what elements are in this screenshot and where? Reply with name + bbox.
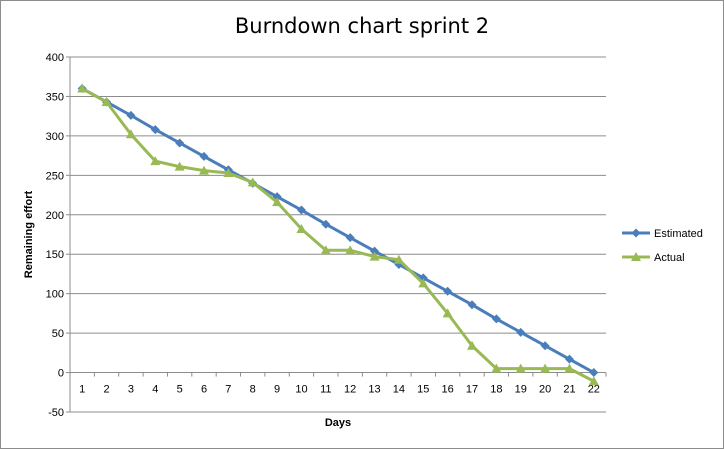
x-tick-labels: 1 2 3 4 5 6 7 8 9 10 11 12 13 14 15 16 17 18 19 20 21 22 xyxy=(79,384,600,396)
actual-point xyxy=(296,223,307,233)
estimated-point xyxy=(467,300,477,310)
gridlines xyxy=(70,56,606,413)
actual-point xyxy=(345,245,356,255)
estimated-point xyxy=(296,205,306,215)
actual-point xyxy=(77,83,88,93)
actual-point xyxy=(320,245,331,255)
estimated-point xyxy=(199,151,209,161)
y-axis-title: Remaining effort xyxy=(23,190,35,278)
estimated-point xyxy=(175,138,185,148)
estimated-point xyxy=(345,233,355,243)
actual-point xyxy=(393,254,404,264)
series-actual xyxy=(77,83,599,386)
actual-point xyxy=(564,363,575,373)
legend-marker-actual xyxy=(631,252,641,261)
y-tick-label: 200 xyxy=(46,210,64,222)
x-axis-title: Days xyxy=(325,417,351,429)
legend-label-estimated: Estimated xyxy=(654,228,703,240)
y-tick-label: 300 xyxy=(46,131,64,143)
series-group xyxy=(77,83,599,386)
x-tick-label: 1 xyxy=(79,384,85,396)
actual-point xyxy=(150,156,161,166)
y-tick-label: 150 xyxy=(46,249,64,261)
actual-point xyxy=(418,278,429,288)
actual-point xyxy=(272,197,283,207)
y-tick-label: -50 xyxy=(48,407,64,419)
x-tick-label: 4 xyxy=(152,384,158,396)
estimated-point xyxy=(443,286,453,296)
actual-point xyxy=(125,129,136,139)
line-estimated xyxy=(81,87,595,374)
x-tick-label: 5 xyxy=(177,384,183,396)
x-tick-label: 22 xyxy=(588,384,600,396)
estimated-point xyxy=(321,219,331,229)
actual-point xyxy=(491,363,502,373)
actual-point xyxy=(247,177,258,187)
y-tick-label: 0 xyxy=(58,368,64,380)
actual-point xyxy=(467,340,477,350)
x-tick-label: 7 xyxy=(225,384,231,396)
x-tick-label: 12 xyxy=(344,384,356,396)
actual-point xyxy=(540,363,551,373)
actual-point xyxy=(442,308,453,318)
x-tick-label: 9 xyxy=(274,384,280,396)
estimated-point xyxy=(589,368,599,378)
x-tick-label: 14 xyxy=(393,384,405,396)
x-tick-label: 21 xyxy=(563,384,575,396)
x-tick-label: 10 xyxy=(295,384,307,396)
y-tick-label: 350 xyxy=(46,91,64,103)
series-estimated xyxy=(77,84,599,378)
axes xyxy=(66,56,607,413)
estimated-point xyxy=(126,110,136,120)
estimated-point xyxy=(540,341,550,351)
y-tick-label: 250 xyxy=(46,170,64,182)
x-tick-label: 19 xyxy=(515,384,527,396)
actual-point xyxy=(199,165,209,175)
actual-point xyxy=(101,96,112,106)
estimated-point xyxy=(516,327,526,337)
actual-point xyxy=(515,363,526,373)
x-tick-label: 8 xyxy=(250,384,256,396)
actual-point xyxy=(588,376,599,386)
legend-marker-estimated xyxy=(631,228,641,238)
estimated-point xyxy=(564,354,574,364)
legend: Estimated Actual xyxy=(622,228,703,264)
x-tick-label: 16 xyxy=(442,384,454,396)
x-tick-label: 3 xyxy=(128,384,134,396)
line-actual xyxy=(81,87,595,383)
y-tick-label: 400 xyxy=(46,52,64,64)
y-tick-labels: -50 0 50 100 150 200 250 300 350 400 xyxy=(46,52,64,419)
x-tick-label: 18 xyxy=(490,384,502,396)
x-tick-label: 20 xyxy=(539,384,551,396)
x-tick-label: 13 xyxy=(368,384,380,396)
legend-label-actual: Actual xyxy=(654,252,685,264)
chart-title: Burndown chart sprint 2 xyxy=(234,14,490,38)
estimated-point xyxy=(370,246,380,256)
estimated-point xyxy=(150,125,160,135)
estimated-point xyxy=(491,314,501,324)
actual-point xyxy=(369,251,380,261)
x-tick-label: 17 xyxy=(466,384,478,396)
x-tick-label: 2 xyxy=(103,384,109,396)
y-tick-label: 50 xyxy=(52,328,64,340)
x-tick-label: 15 xyxy=(417,384,429,396)
x-tick-label: 6 xyxy=(201,384,207,396)
x-tick-label: 11 xyxy=(320,384,331,396)
actual-point xyxy=(223,167,234,177)
actual-point xyxy=(174,161,185,171)
y-tick-label: 100 xyxy=(46,289,64,301)
